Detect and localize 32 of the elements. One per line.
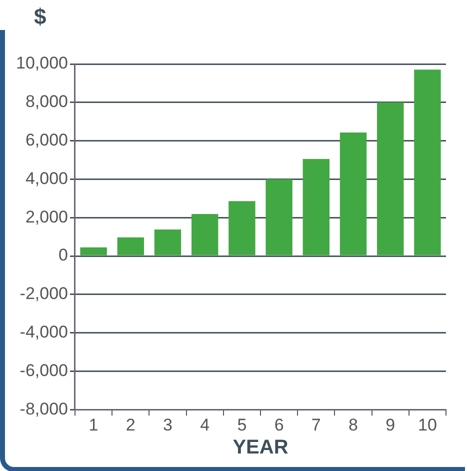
bar — [302, 159, 330, 256]
y-tick-label: 8,000 — [25, 92, 68, 112]
x-axis-title: YEAR — [232, 436, 289, 459]
y-tick-label: 4,000 — [25, 168, 68, 188]
bar — [340, 132, 367, 256]
bar — [266, 179, 292, 256]
y-tick-label: -4,000 — [20, 322, 68, 342]
bar — [228, 201, 256, 256]
y-tick-label: 0 — [58, 246, 68, 265]
x-tick-label: 8 — [348, 415, 358, 434]
y-tick-label: 2,000 — [25, 207, 68, 226]
y-tick-label: -6,000 — [20, 360, 68, 380]
x-tick-label: 5 — [237, 415, 247, 434]
x-tick-label: 9 — [386, 415, 396, 434]
bar — [154, 230, 182, 256]
x-tick-label: 4 — [200, 415, 210, 434]
bar — [376, 102, 404, 256]
bar — [191, 214, 218, 256]
x-tick-label: 10 — [418, 415, 437, 434]
y-axis-title: $ — [34, 4, 46, 30]
y-tick-label: 10,000 — [16, 54, 68, 73]
x-tick-label: 3 — [163, 415, 172, 434]
bar — [80, 247, 107, 256]
bar — [117, 237, 144, 256]
x-tick-label: 6 — [274, 415, 284, 434]
x-tick-label: 1 — [88, 415, 98, 434]
y-tick-label: -2,000 — [20, 284, 68, 304]
bar — [414, 70, 441, 256]
x-tick-label: 7 — [311, 415, 321, 434]
x-tick-label: 2 — [126, 415, 136, 434]
y-tick-label: 6,000 — [25, 130, 68, 150]
y-tick-label: -8,000 — [20, 399, 68, 418]
